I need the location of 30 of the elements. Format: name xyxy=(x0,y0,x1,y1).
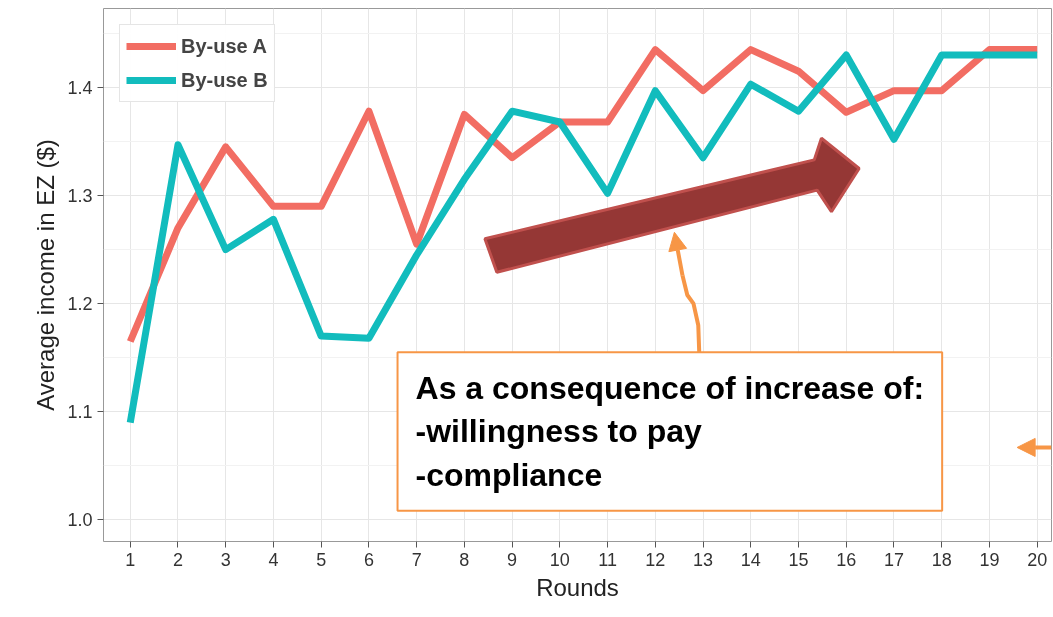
x-tick-label: 11 xyxy=(598,549,617,570)
y-tick-label: 1.4 xyxy=(67,77,93,98)
legend-label: By-use A xyxy=(181,34,267,58)
annotation: As a consequence of increase of: -willingness to pay -compliance xyxy=(415,370,925,493)
x-tick-label: 19 xyxy=(979,549,1000,570)
x-tick-label: 8 xyxy=(459,549,470,570)
x-tick-label: 4 xyxy=(268,549,279,570)
x-tick-label: 12 xyxy=(645,549,666,570)
x-tick-label: 17 xyxy=(883,549,904,570)
x-tick-label: 6 xyxy=(363,549,374,570)
x-tick-label: 10 xyxy=(549,549,570,570)
x-tick-label: 14 xyxy=(740,549,761,570)
y-tick-label: 1.3 xyxy=(67,186,93,207)
x-tick-label: 3 xyxy=(220,549,231,570)
x-tick-label: 16 xyxy=(836,549,857,570)
y-axis-title: Average income in EZ ($) xyxy=(32,139,60,411)
x-tick-label: 13 xyxy=(693,549,714,570)
x-tick-label: 20 xyxy=(1027,549,1048,570)
x-tick-label: 9 xyxy=(507,549,518,570)
x-tick-label: 7 xyxy=(411,549,422,570)
x-tick-label: 1 xyxy=(125,549,136,570)
y-tick-label: 1.2 xyxy=(67,294,93,315)
x-tick-label: 2 xyxy=(172,549,183,570)
y-tick-label: 1.1 xyxy=(67,402,93,423)
x-tick-label: 18 xyxy=(931,549,952,570)
legend-label: By-use B xyxy=(181,68,268,92)
x-tick-label: 5 xyxy=(316,549,327,570)
x-axis-title: Rounds xyxy=(536,573,619,601)
y-tick-label: 1.0 xyxy=(67,510,93,531)
x-tick-label: 15 xyxy=(788,549,809,570)
